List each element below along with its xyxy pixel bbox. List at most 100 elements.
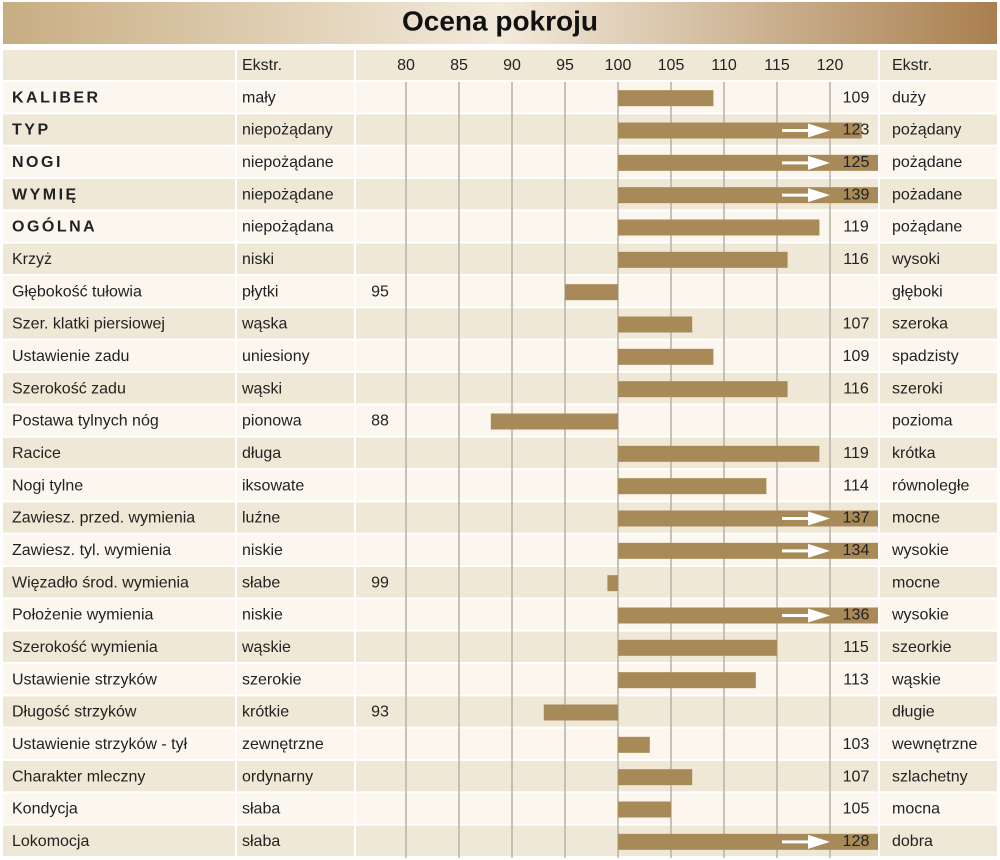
value-label: 115 [843,639,869,656]
row-cell [880,470,997,501]
left-label: niskie [242,607,283,624]
row-cell [356,761,878,792]
row-cell [3,664,235,695]
right-label: głęboki [892,283,943,300]
row-cell [880,534,997,565]
header-cell [3,50,235,80]
row-cell [880,502,997,533]
right-label: mocna [892,801,940,818]
row-cell [880,82,997,113]
row-cell [237,405,354,436]
left-label: wąskie [241,639,291,656]
row-name: Szer. klatki piersiowej [12,316,165,333]
right-label: wąskie [891,671,941,688]
row-name: Zawiesz. przed. wymienia [12,510,195,527]
left-label: wąska [241,316,287,333]
right-label: pożądany [892,122,961,139]
row-name: WYMIĘ [12,186,79,203]
value-label: 114 [843,477,869,494]
row-cell [237,793,354,824]
row-name: Więzadło środ. wymienia [12,574,189,591]
row-cell [3,534,235,565]
row-cell [3,825,235,856]
row-cell [237,276,354,307]
x-tick-label: 100 [605,57,632,74]
row-cell [356,82,878,113]
left-label: słabe [242,574,280,591]
bar [618,801,671,818]
value-label: 113 [843,671,869,688]
row-cell [237,825,354,856]
row-cell [3,146,235,177]
row-cell [356,243,878,274]
row-cell [3,82,235,113]
row-name: Nogi tylne [12,477,83,494]
left-label: długa [242,445,281,462]
row-cell [237,243,354,274]
value-label: 134 [843,542,870,559]
value-label: 99 [371,574,389,591]
row-name: TYP [12,122,51,139]
row-cell [3,179,235,210]
bar [565,284,618,301]
x-tick-label: 105 [658,57,685,74]
x-tick-label: 115 [764,57,790,74]
row-cell [3,405,235,436]
row-cell [3,793,235,824]
x-tick-label: 80 [397,57,415,74]
left-label: iksowate [242,477,304,494]
row-name: Kondycja [12,801,78,818]
row-name: Długość strzyków [12,704,137,721]
x-tick-label: 120 [817,57,844,74]
value-label: 119 [843,219,869,236]
right-label: szlachetny [892,768,968,785]
row-cell [237,761,354,792]
right-label: duży [892,89,926,106]
row-cell [3,276,235,307]
value-label: 93 [371,704,389,721]
row-cell [880,308,997,339]
row-name: Ustawienie zadu [12,348,129,365]
right-label: wysokie [891,542,949,559]
left-label: mały [242,89,276,106]
left-label: niepożądany [242,122,333,139]
row-cell [3,567,235,598]
left-label: niskie [242,542,283,559]
row-cell [3,502,235,533]
header-cell [356,50,878,80]
x-tick-label: 85 [450,57,468,74]
row-cell [880,599,997,630]
value-label: 107 [843,768,870,785]
row-cell [237,114,354,145]
x-tick-label: 95 [556,57,574,74]
bar [618,769,693,786]
bar [618,445,820,462]
row-name: NOGI [12,154,63,171]
row-cell [880,340,997,371]
row-name: Ustawienie strzyków [12,671,157,688]
bar [618,251,788,268]
row-name: Szerokość wymienia [12,639,158,656]
value-label: 125 [843,154,870,171]
header-cell [237,50,354,80]
row-cell [3,114,235,145]
row-cell [880,631,997,662]
row-name: Głębokość tułowia [12,283,142,300]
row-cell [356,728,878,759]
left-label: niski [242,251,274,268]
x-tick-label: 90 [503,57,521,74]
left-label: niepożądana [242,219,334,236]
left-label: wąski [241,380,282,397]
right-label: równoległe [892,477,969,494]
value-label: 136 [843,607,870,624]
bar [607,575,618,592]
row-cell [3,631,235,662]
left-label: szerokie [242,671,302,688]
row-cell [3,308,235,339]
row-name: Ustawienie strzyków - tył [12,736,188,753]
left-label: słaba [242,801,280,818]
x-tick-label: 110 [711,57,737,74]
row-cell [880,146,997,177]
value-label: 119 [843,445,869,462]
right-label: wysokie [891,607,949,624]
